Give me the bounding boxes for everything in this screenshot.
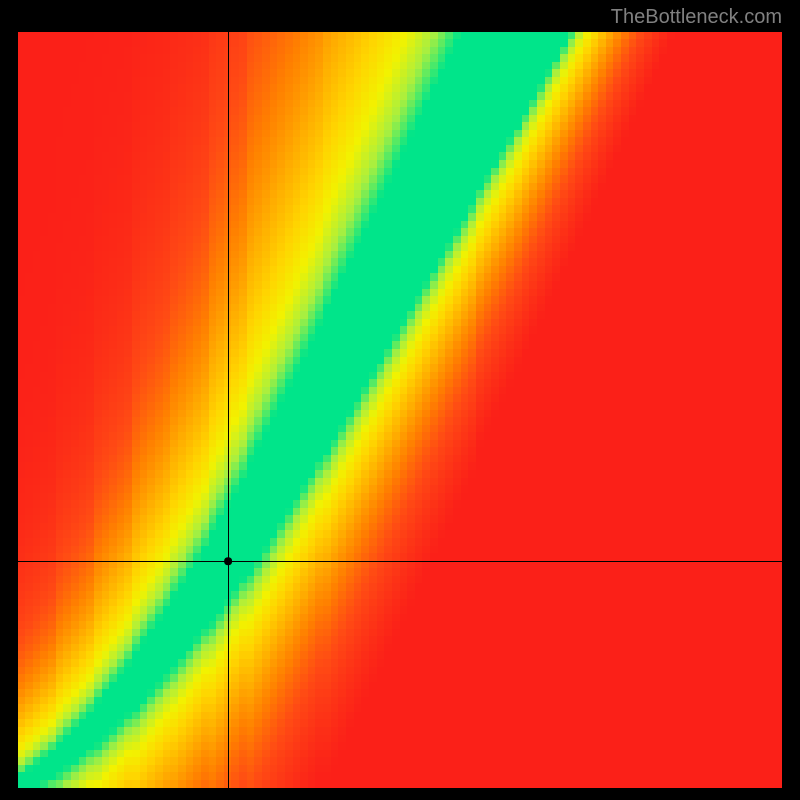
chart-container: TheBottleneck.com [0,0,800,800]
heatmap-canvas [18,32,782,788]
watermark-text: TheBottleneck.com [611,6,782,29]
